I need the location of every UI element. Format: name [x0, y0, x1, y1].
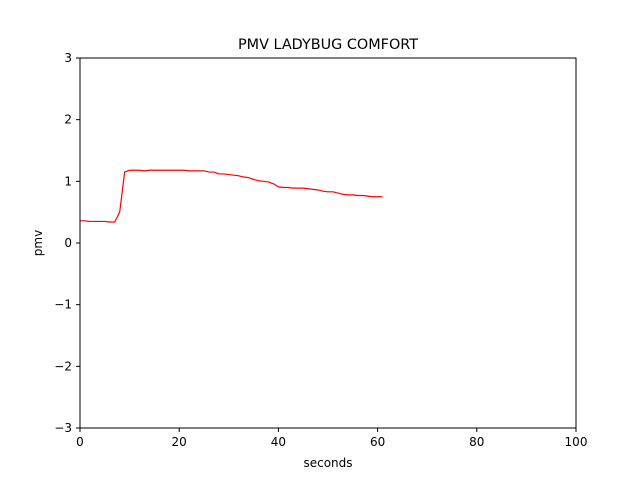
y-axis: −3 −2 −1 0 1 2 3: [54, 51, 80, 435]
x-tick-label: 40: [271, 435, 286, 449]
y-tick-label: −2: [54, 359, 72, 373]
y-tick-label: −3: [54, 421, 72, 435]
x-axis: 0 20 40 60 80 100: [76, 428, 587, 449]
x-tick-label: 80: [469, 435, 484, 449]
x-tick-label: 0: [76, 435, 84, 449]
y-tick-label: 3: [64, 51, 72, 65]
x-tick-label: 20: [172, 435, 187, 449]
y-axis-label: pmv: [31, 230, 45, 256]
series-layer: [80, 169, 383, 223]
y-tick-label: 1: [64, 174, 72, 188]
y-tick-label: −1: [54, 298, 72, 312]
x-axis-label: seconds: [303, 456, 352, 470]
x-tick-label: 100: [565, 435, 588, 449]
y-tick-label: 0: [64, 236, 72, 250]
y-tick-label: 2: [64, 113, 72, 127]
x-tick-label: 60: [370, 435, 385, 449]
chart-title: PMV LADYBUG COMFORT: [238, 37, 418, 53]
series-line-1: [80, 169, 383, 223]
